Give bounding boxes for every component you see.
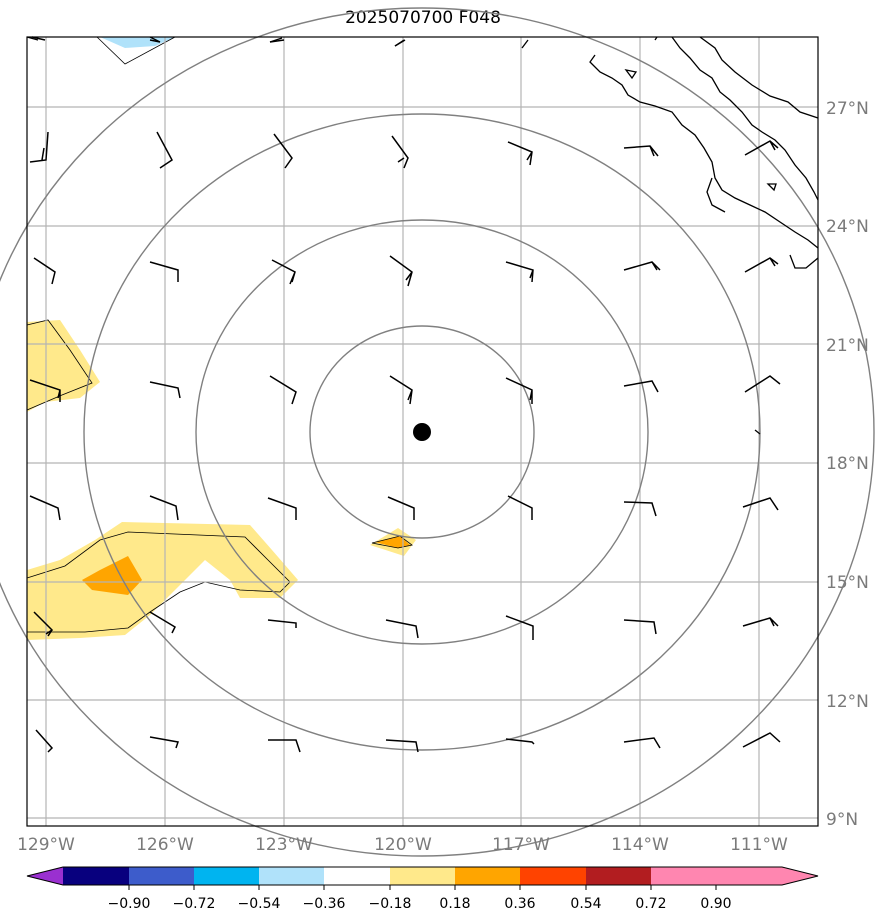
lon-label: 111°W bbox=[730, 835, 788, 855]
graticule bbox=[27, 37, 818, 826]
colorbar-outline bbox=[26, 866, 819, 886]
colorbar-label: 0.90 bbox=[700, 896, 731, 912]
colorbar-label: −0.54 bbox=[238, 896, 281, 912]
lat-label: 9°N bbox=[826, 810, 858, 830]
colorbar-label: 0.18 bbox=[439, 896, 470, 912]
lon-label: 120°W bbox=[374, 835, 432, 855]
colorbar: −0.90 −0.72 −0.54 −0.36 −0.18 0.18 0.36 … bbox=[26, 866, 819, 912]
contour-lines bbox=[26, 36, 413, 633]
colorbar-segment bbox=[63, 867, 129, 885]
lat-label: 21°N bbox=[826, 336, 869, 356]
range-rings bbox=[0, 7, 875, 857]
colorbar-label: 0.72 bbox=[635, 896, 666, 912]
colorbar-labels: −0.90 −0.72 −0.54 −0.36 −0.18 0.18 0.36 … bbox=[108, 896, 732, 912]
colorbar-segment bbox=[324, 867, 390, 885]
colorbar-segment bbox=[259, 867, 324, 885]
latitude-labels: 27°N 24°N 21°N 18°N 15°N 12°N 9°N bbox=[826, 99, 869, 830]
wind-barbs bbox=[29, 36, 781, 753]
colorbar-segment bbox=[390, 867, 455, 885]
lon-label: 114°W bbox=[611, 835, 669, 855]
colorbar-label: −0.90 bbox=[108, 896, 151, 912]
colorbar-segment bbox=[129, 867, 194, 885]
map-title: 2025070700 F048 bbox=[345, 8, 501, 28]
colorbar-segment bbox=[194, 867, 259, 885]
lon-label: 129°W bbox=[17, 835, 75, 855]
lon-label: 123°W bbox=[255, 835, 313, 855]
colorbar-segment bbox=[586, 867, 651, 885]
lat-label: 27°N bbox=[826, 99, 869, 119]
colorbar-label: 0.54 bbox=[570, 896, 601, 912]
lon-label: 126°W bbox=[136, 835, 194, 855]
colorbar-segment bbox=[651, 867, 716, 885]
colorbar-segment bbox=[520, 867, 586, 885]
colorbar-label: −0.36 bbox=[303, 896, 346, 912]
storm-center-dot bbox=[413, 423, 431, 441]
lat-label: 15°N bbox=[826, 573, 869, 593]
lat-label: 24°N bbox=[826, 217, 869, 237]
colorbar-label: 0.36 bbox=[504, 896, 535, 912]
colorbar-extend-min bbox=[27, 867, 63, 885]
colorbar-label: −0.72 bbox=[173, 896, 216, 912]
longitude-labels: 129°W 126°W 123°W 120°W 117°W 114°W 111°… bbox=[17, 835, 788, 855]
lon-label: 117°W bbox=[492, 835, 550, 855]
shaded-field bbox=[27, 37, 416, 640]
colorbar-ticks bbox=[128, 885, 717, 890]
colorbar-label: −0.18 bbox=[369, 896, 412, 912]
colorbar-segment bbox=[455, 867, 520, 885]
map-frame bbox=[26, 36, 819, 827]
colorbar-extend-max bbox=[716, 867, 818, 885]
lat-label: 12°N bbox=[826, 692, 869, 712]
lat-label: 18°N bbox=[826, 454, 869, 474]
